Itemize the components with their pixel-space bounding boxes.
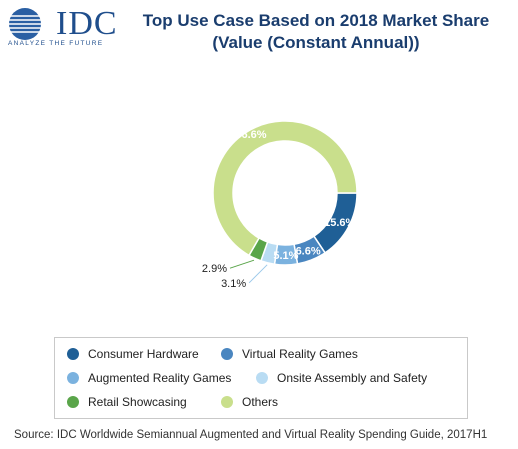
legend-item-augmented-reality-games: Augmented Reality Games [67,371,231,385]
legend-label: Consumer Hardware [88,347,199,361]
logo-text: IDC [56,5,118,42]
legend-label: Retail Showcasing [88,395,187,409]
legend-item-virtual-reality-games: Virtual Reality Games [221,347,358,361]
legend-item-onsite-assembly-and-safety: Onsite Assembly and Safety [256,371,427,385]
chart-legend: Consumer Hardware Virtual Reality Games … [54,337,468,419]
data-label-augmented-reality-games: 5.1% [273,250,298,262]
data-label-virtual-reality-games: 6.6% [296,246,321,258]
data-label-consumer-hardware: 15.6% [324,217,355,229]
legend-swatch [67,372,79,384]
legend-swatch [67,348,79,360]
idc-logo: IDC ANALYZE THE FUTURE [8,6,120,50]
chart-title: Top Use Case Based on 2018 Market Share … [142,11,490,52]
data-label-others: 66.6% [235,129,266,141]
data-label-onsite-assembly-and-safety: 3.1% [221,278,246,290]
globe-icon [9,8,41,40]
donut-chart: 15.6% 6.6%5.1% 3.1% 2.9% 66.6% [202,120,358,290]
legend-item-consumer-hardware: Consumer Hardware [67,347,199,361]
legend-item-others: Others [221,395,278,409]
leader-line-onsite-assembly-and-safety [248,264,268,284]
legend-label: Onsite Assembly and Safety [277,371,428,385]
source-note: Source: IDC Worldwide Semiannual Augment… [14,429,488,441]
legend-swatch [256,372,268,384]
logo-tagline: ANALYZE THE FUTURE [8,40,104,47]
slice-others [212,120,358,257]
legend-label: Virtual Reality Games [242,347,358,361]
legend-swatch [67,396,79,408]
legend-item-retail-showcasing: Retail Showcasing [67,395,187,409]
legend-swatch [221,396,233,408]
legend-swatch [221,348,233,360]
data-label-retail-showcasing: 2.9% [202,263,227,275]
legend-label: Augmented Reality Games [88,371,232,385]
legend-label: Others [242,395,279,409]
leader-line-retail-showcasing [229,259,255,269]
